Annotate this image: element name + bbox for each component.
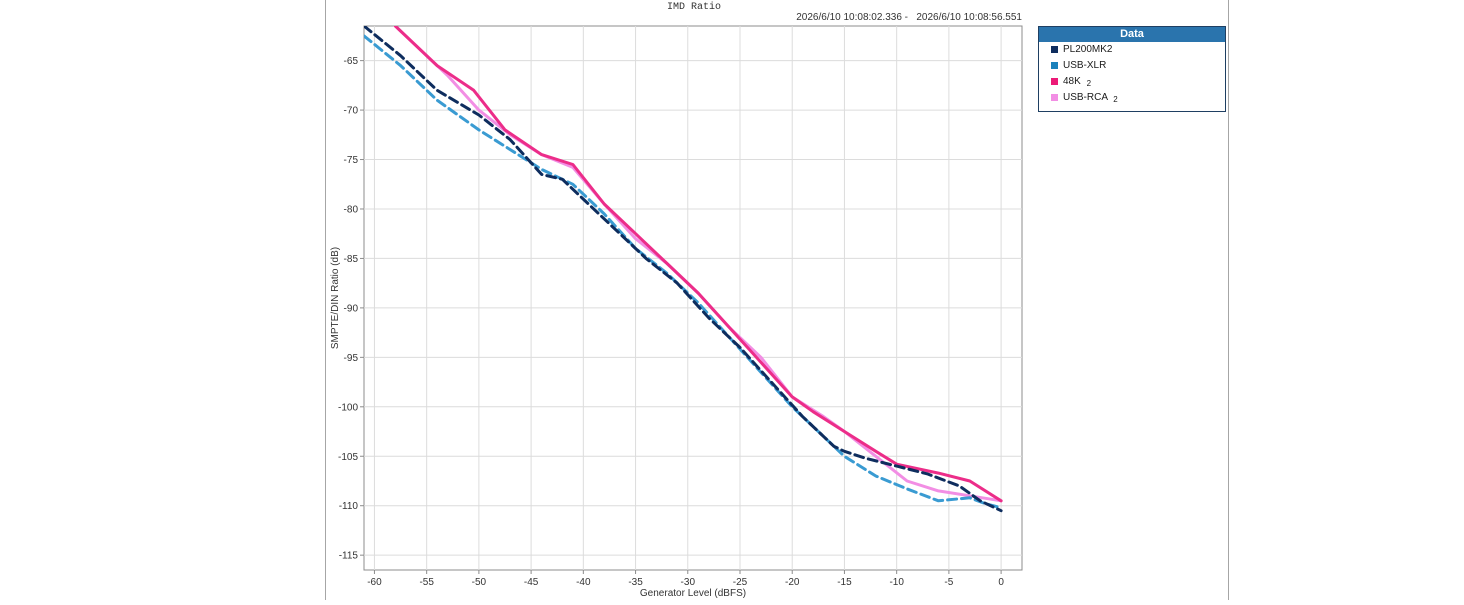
legend-swatch [1051,46,1058,53]
y-tick-label: -105 [338,452,358,463]
y-tick-label: -85 [344,254,359,265]
legend-item-usb-xlr[interactable]: USB-XLR [1039,58,1225,74]
x-tick-label: 0 [998,577,1004,588]
x-tick-label: -10 [889,577,904,588]
x-tick-label: -50 [472,577,487,588]
y-tick-label: -70 [344,106,359,117]
x-tick-label: -45 [524,577,539,588]
x-tick-label: -40 [576,577,591,588]
legend: Data PL200MK2 USB-XLR 48K 2 USB-RCA 2 [1038,26,1226,112]
legend-swatch [1051,78,1058,85]
y-tick-label: -90 [344,303,359,314]
y-tick-label: -100 [338,402,358,413]
imd-ratio-chart: IMD Ratio 2026/6/10 10:08:02.336 - 2026/… [330,1,1023,599]
legend-label: PL200MK2 [1063,44,1113,55]
x-tick-label: -35 [628,577,643,588]
x-tick-label: -20 [785,577,800,588]
x-tick-label: -25 [733,577,748,588]
legend-item-pl200mk2[interactable]: PL200MK2 [1039,42,1225,58]
series-group [364,26,1003,513]
legend-title: Data [1039,27,1225,42]
legend-label: USB-XLR [1063,60,1107,71]
series-line-48k [393,26,1003,503]
tick-labels: -60 -55 -50 -45 -40 -35 -30 -25 -20 -15 -10 -5 0-65-… [338,56,1004,588]
legend-item-usb-rca[interactable]: USB-RCA 2 [1039,90,1225,106]
y-tick-label: -95 [344,353,359,364]
x-tick-label: -55 [419,577,434,588]
chart-timestamp: 2026/6/10 10:08:02.336 - 2026/6/10 10:08… [796,12,1022,23]
legend-subscript: 2 [1113,95,1118,104]
y-tick-label: -115 [339,551,359,562]
y-axis-label: SMPTE/DIN Ratio (dB) [330,247,341,349]
series-line-usb-xlr [364,34,1003,510]
legend-swatch [1051,94,1058,101]
legend-subscript: 2 [1086,79,1092,88]
x-tick-label: -30 [681,577,696,588]
legend-item-48k[interactable]: 48K 2 [1039,74,1225,90]
x-tick-label: -60 [367,577,382,588]
x-tick-label: -15 [837,577,852,588]
y-tick-label: -75 [344,155,359,166]
x-axis-label: Generator Level (dBFS) [640,588,746,599]
chart-title: IMD Ratio [667,1,721,13]
y-tick-label: -65 [344,56,359,67]
series-line-pl200mk2 [364,26,1003,513]
x-tick-label: -5 [944,577,953,588]
y-tick-label: -80 [344,204,359,215]
legend-swatch [1051,62,1058,69]
legend-label: USB-RCA [1063,92,1108,103]
y-tick-label: -110 [339,501,359,512]
legend-label: 48K [1063,76,1081,87]
